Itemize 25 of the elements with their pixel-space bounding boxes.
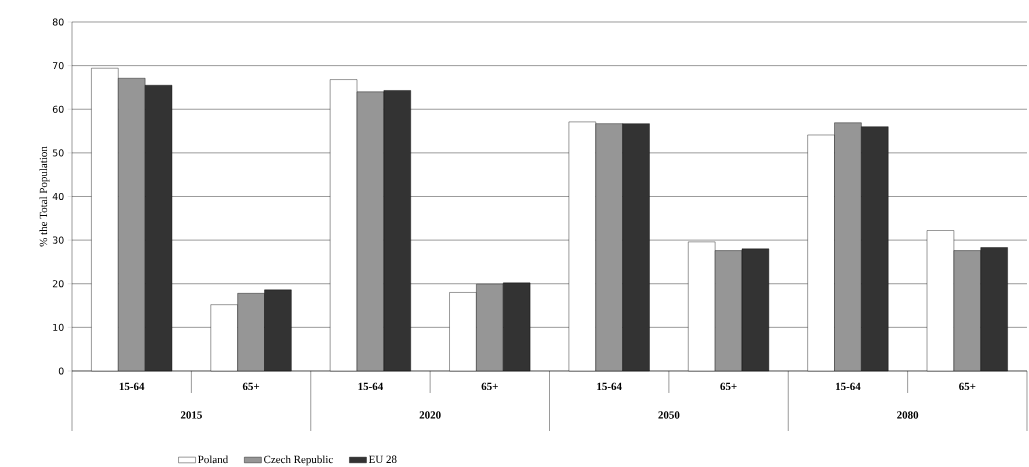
y-tick-label: 70 <box>52 62 64 70</box>
y-axis-title: % the Total Population <box>39 146 50 247</box>
text: 2050 <box>658 411 680 419</box>
legend-label: Czech Republic <box>264 455 333 466</box>
x-tick-label: 65+ <box>242 382 260 391</box>
x-tick-label: 65+ <box>959 382 976 391</box>
y-tick-label: 50 <box>52 149 64 157</box>
x-tick-label: 15-64 <box>836 382 861 391</box>
legend-label: Poland <box>198 455 229 464</box>
x-tick-label: 15-64 <box>119 382 145 391</box>
text: 2020 <box>419 411 441 419</box>
legend-label: EU 28 <box>368 455 397 463</box>
y-tick-label: 20 <box>52 280 64 288</box>
y-tick-label: 40 <box>52 192 64 201</box>
y-tick-label: 60 <box>52 105 64 113</box>
x-tick-label: 65+ <box>481 382 498 391</box>
y-tick-label: 10 <box>53 323 64 331</box>
x-tick-label: 65+ <box>720 382 737 391</box>
text: 2080 <box>897 411 919 419</box>
y-tick-label: 80 <box>52 18 64 26</box>
y-tick-label: 0 <box>58 367 64 375</box>
x-tick-label: 15-64 <box>358 382 384 391</box>
x-tick-label: 15-64 <box>597 382 622 391</box>
y-tick-label: 30 <box>52 236 64 244</box>
text: 2015 <box>180 411 202 419</box>
